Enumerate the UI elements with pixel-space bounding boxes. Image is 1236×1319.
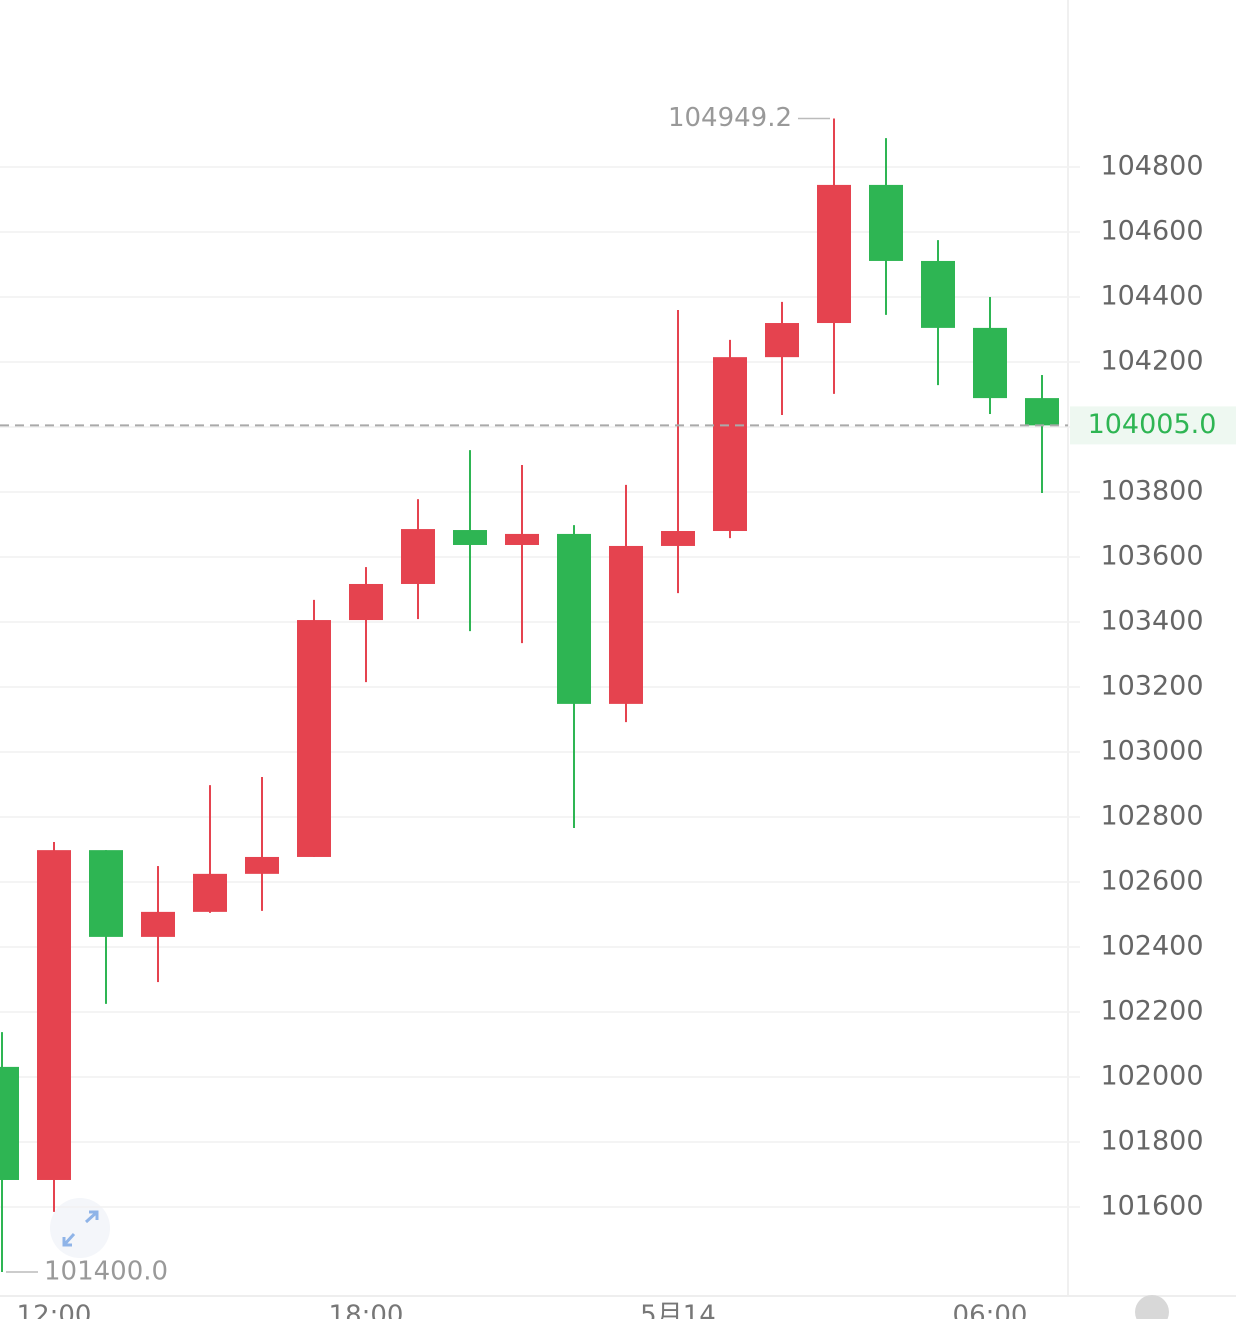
high-annotation: 104949.2: [668, 103, 792, 133]
y-tick-label: 103000: [1100, 735, 1203, 766]
candle-body: [193, 873, 227, 912]
y-tick-label: 103800: [1100, 476, 1203, 507]
candle-body: [817, 184, 851, 324]
last-price-box: [1070, 406, 1236, 445]
candle-body: [557, 533, 591, 704]
y-tick-label: 104600: [1100, 216, 1203, 247]
y-tick-label: 102800: [1100, 800, 1203, 831]
x-tick-label: 06:00: [953, 1301, 1028, 1319]
candle-body: [765, 323, 799, 358]
candle-body: [713, 357, 747, 532]
candle-body: [661, 531, 695, 546]
y-tick-label: 102600: [1100, 865, 1203, 896]
x-tick-label: 18:00: [329, 1301, 404, 1319]
low-annotation: 101400.0: [44, 1256, 168, 1286]
candle-body: [245, 856, 279, 874]
y-tick-label: 104800: [1100, 151, 1203, 182]
y-tick-label: 103600: [1100, 541, 1203, 572]
expand-button[interactable]: [50, 1198, 110, 1258]
kline-button[interactable]: [1135, 1295, 1169, 1319]
candle-body: [0, 1066, 19, 1180]
candle-body: [349, 583, 383, 621]
candle-body: [609, 545, 643, 704]
candle-body: [401, 529, 435, 584]
y-tick-label: 101800: [1100, 1125, 1203, 1156]
y-tick-label: 104200: [1100, 346, 1203, 377]
expand-icon: [62, 1210, 99, 1247]
y-tick-label: 101600: [1100, 1190, 1203, 1221]
candle-body: [973, 327, 1007, 399]
y-tick-label: 102000: [1100, 1060, 1203, 1091]
last-price-label: 104005.0: [1088, 409, 1217, 440]
y-tick-label: 102400: [1100, 930, 1203, 961]
x-tick-label: 12:00: [17, 1301, 92, 1319]
candle-body: [921, 260, 955, 328]
candle-body: [453, 530, 487, 545]
y-tick-label: 103400: [1100, 606, 1203, 637]
candle-body: [505, 533, 539, 545]
x-tick-label: 5月14: [640, 1301, 716, 1319]
y-tick-label: 103200: [1100, 670, 1203, 701]
y-tick-label: 104400: [1100, 281, 1203, 312]
candle-body: [869, 184, 903, 261]
candle-body: [1025, 398, 1059, 426]
candle-body: [89, 850, 123, 937]
candle-body: [141, 911, 175, 937]
candle-body: [37, 850, 71, 1180]
candle-body: [297, 620, 331, 857]
y-tick-label: 102200: [1100, 995, 1203, 1026]
